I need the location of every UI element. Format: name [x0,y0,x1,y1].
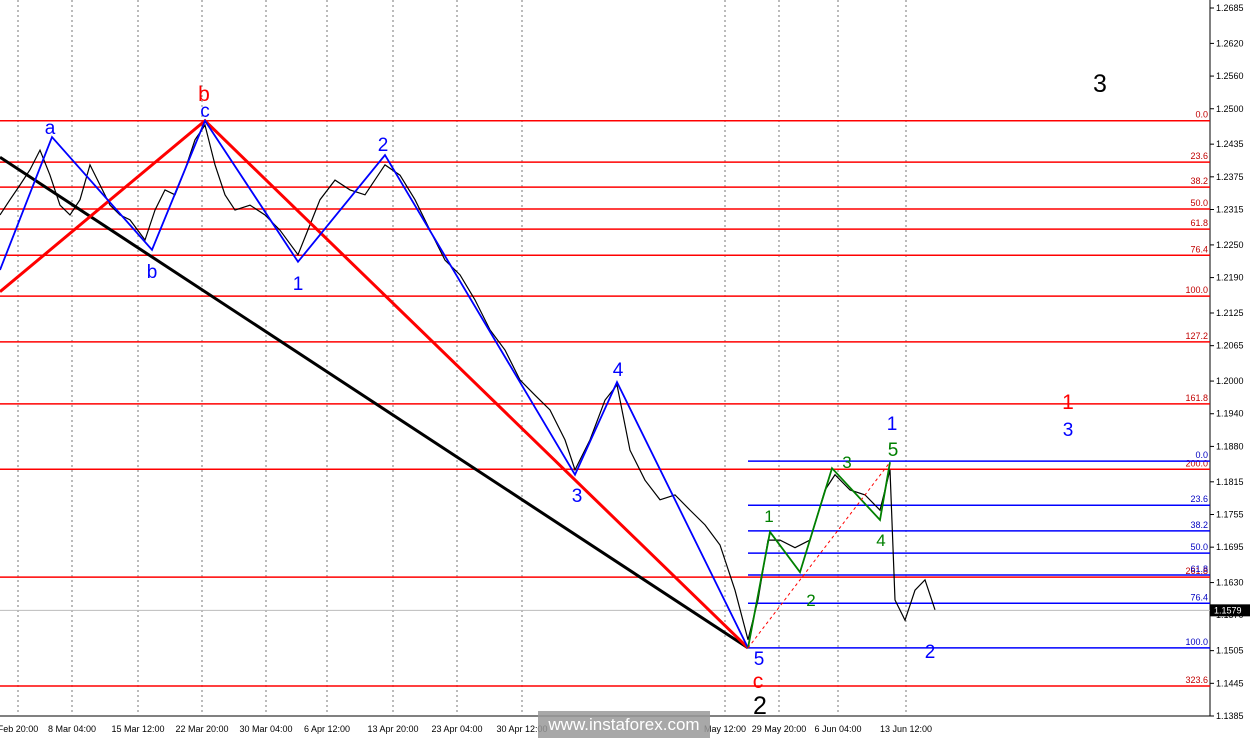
y-tick-label: 1.2560 [1216,71,1244,81]
x-tick-label: 15 Mar 12:00 [111,724,164,734]
wave-line [747,462,891,649]
y-tick-label: 1.1755 [1216,509,1244,519]
y-tick-label: 1.2065 [1216,341,1244,351]
fib-label: 0.0 [1195,110,1208,120]
y-tick-label: 1.1630 [1216,578,1244,588]
x-tick-label: 23 Apr 04:00 [431,724,482,734]
wave-label: 1 [887,414,898,435]
fib-label: 61.8 [1190,564,1208,574]
x-tick-label: 6 Apr 12:00 [304,724,350,734]
fib-label: 100.0 [1185,637,1208,647]
y-tick-label: 1.1815 [1216,477,1244,487]
wave-label: 3 [1063,420,1074,441]
x-tick-label: 13 Apr 20:00 [367,724,418,734]
x-tick-label: 6 Jun 04:00 [814,724,861,734]
wave-line [0,155,749,650]
fib-label: 23.6 [1190,151,1208,161]
wave-label: 4 [876,531,885,550]
fib-label: 38.2 [1190,176,1208,186]
x-tick-label: 29 May 20:00 [752,724,807,734]
fib-label: 38.2 [1190,520,1208,530]
y-tick-label: 1.2190 [1216,273,1244,283]
x-tick-label: 13 Jun 12:00 [880,724,932,734]
wave-label: c [200,101,210,122]
y-tick-label: 1.1445 [1216,678,1244,688]
wave-label: 1 [293,274,304,295]
x-tick-label: 30 Apr 12:00 [496,724,547,734]
fib-label: 161.8 [1185,393,1208,403]
wave-label: 4 [613,360,624,381]
y-tick-label: 1.2250 [1216,240,1244,250]
y-tick-label: 1.1505 [1216,646,1244,656]
wave-label: 2 [753,692,767,720]
wave-label: c [753,670,764,693]
x-tick-label: 8 Mar 04:00 [48,724,96,734]
fib-label: 50.0 [1190,542,1208,552]
y-tick-label: 1.1385 [1216,711,1244,721]
watermark-box [538,711,710,738]
y-tick-label: 1.2620 [1216,38,1244,48]
wave-line [0,118,749,649]
y-tick-label: 1.2375 [1216,172,1244,182]
dashed-line [747,461,891,649]
wave-label: 3 [1093,70,1107,98]
y-tick-label: 1.1940 [1216,409,1244,419]
x-tick-label: 30 Mar 04:00 [239,724,292,734]
fib-label: 0.0 [1195,450,1208,460]
y-tick-label: 1.2685 [1216,3,1244,13]
y-tick-label: 1.2315 [1216,205,1244,215]
y-tick-label: 1.2125 [1216,308,1244,318]
fib-label: 323.6 [1185,675,1208,685]
fib-label: 61.8 [1190,218,1208,228]
x-tick-label: May 12:00 [704,724,746,734]
fib-label: 23.6 [1190,494,1208,504]
fib-label: 76.4 [1190,244,1208,254]
wave-label: b [147,262,158,283]
wave-label: 1 [764,507,773,526]
wave-label: 1 [1062,391,1074,414]
fib-label: 100.0 [1185,285,1208,295]
last-price-label: 1.1579 [1214,605,1242,615]
fib-label: 200.0 [1185,458,1208,468]
fib-label: 127.2 [1185,331,1208,341]
fib-label: 50.0 [1190,198,1208,208]
wave-label: 3 [842,453,851,472]
wave-label: b [198,83,210,106]
wave-label: a [45,118,56,139]
wave-label: 2 [925,642,936,663]
wave-label: 5 [754,649,765,670]
last-price-box [1210,604,1250,617]
fib-label: 261.8 [1185,566,1208,576]
x-tick-label: 22 Mar 20:00 [175,724,228,734]
wave-label: 2 [378,135,389,156]
y-tick-label: 1.2500 [1216,104,1244,114]
y-tick-label: 1.1695 [1216,542,1244,552]
wave-label: 2 [806,591,815,610]
y-tick-label: 1.2435 [1216,139,1244,149]
wave-label: 5 [888,440,899,461]
y-tick-label: 1.1880 [1216,441,1244,451]
y-tick-label: 1.2000 [1216,376,1244,386]
fib-label: 76.4 [1190,592,1208,602]
wave-label: 3 [572,486,583,507]
watermark: www.instaforex.com [547,715,699,734]
x-tick-label: Feb 20:00 [0,724,38,734]
